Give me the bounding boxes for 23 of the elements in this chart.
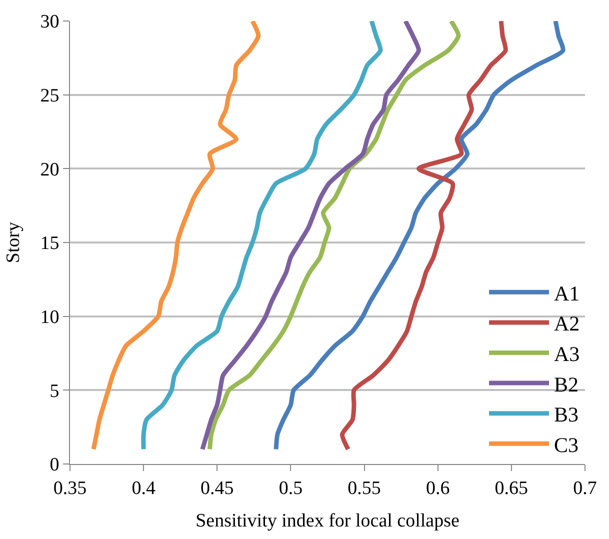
y-tick-label: 25: [40, 85, 60, 106]
legend-label: B2: [554, 372, 579, 396]
y-tick-label: 20: [40, 159, 60, 180]
x-tick-label: 0.6: [426, 478, 450, 499]
x-tick-label: 0.4: [132, 478, 156, 499]
legend-label: C3: [554, 432, 579, 457]
x-axis-title: Sensitivity index for local collapse: [196, 510, 460, 532]
legend-label: A3: [554, 342, 580, 366]
y-tick-label: 0: [50, 454, 60, 476]
y-tick-label: 5: [50, 380, 60, 402]
x-tick-label: 0.35: [53, 478, 87, 499]
y-tick-label: 15: [40, 233, 60, 254]
x-tick-label: 0.5: [278, 478, 303, 499]
legend-label: A2: [554, 312, 580, 336]
legend-label: A1: [554, 281, 580, 306]
legend-label: B3: [554, 402, 579, 427]
y-axis-title: Story: [3, 221, 24, 264]
x-tick-label: 0.65: [494, 478, 528, 499]
x-tick-label: 0.55: [348, 478, 381, 499]
x-tick-label: 0.7: [573, 478, 597, 499]
y-tick-label: 10: [40, 306, 60, 328]
x-tick-label: 0.45: [200, 478, 234, 499]
y-tick-label: 30: [40, 12, 60, 33]
